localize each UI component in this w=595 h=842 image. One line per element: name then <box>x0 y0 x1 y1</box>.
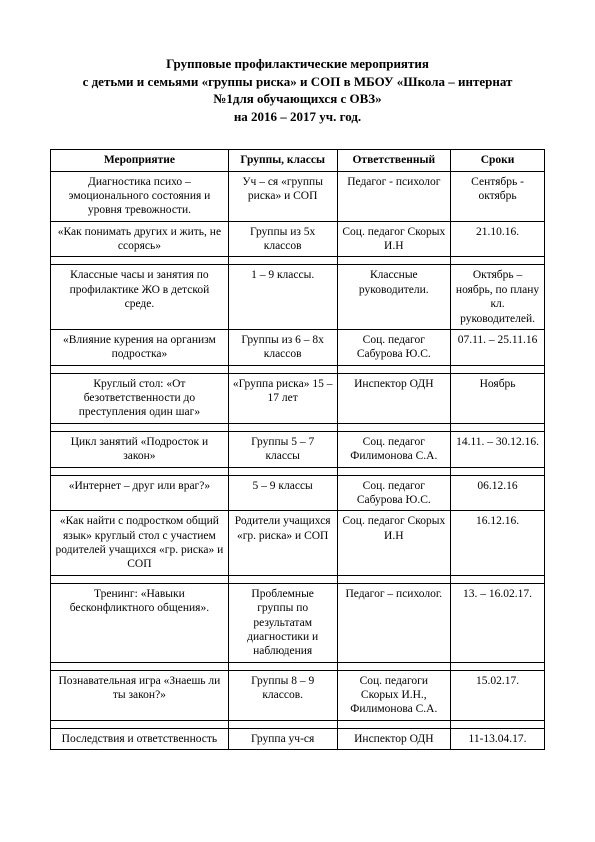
cell-date: 21.10.16. <box>451 221 545 257</box>
spacer-row <box>51 423 545 431</box>
cell-resp: Педагог - психолог <box>337 171 451 221</box>
cell-date: 14.11. – 30.12.16. <box>451 431 545 467</box>
cell-group: Уч – ся «группы риска» и СОП <box>228 171 337 221</box>
cell-date: 15.02.17. <box>451 670 545 720</box>
table-row: Диагностика психо – эмоционального состо… <box>51 171 545 221</box>
table-row: Тренинг: «Навыки бесконфликтного общения… <box>51 583 545 662</box>
cell-resp: Педагог – психолог. <box>337 583 451 662</box>
cell-resp: Соц. педагог Скорых И.Н <box>337 221 451 257</box>
cell-resp: Классные руководители. <box>337 265 451 330</box>
table-row: Цикл занятий «Подросток и закон»Группы 5… <box>51 431 545 467</box>
cell-group: Родители учащихся «гр. риска» и СОП <box>228 511 337 576</box>
cell-date: 13. – 16.02.17. <box>451 583 545 662</box>
cell-group: 1 – 9 классы. <box>228 265 337 330</box>
cell-resp: Инспектор ОДН <box>337 373 451 423</box>
cell-event: «Интернет – друг или враг?» <box>51 475 229 511</box>
col-header-responsible: Ответственный <box>337 150 451 171</box>
cell-event: Познавательная игра «Знаешь ли ты закон?… <box>51 670 229 720</box>
cell-group: 5 – 9 классы <box>228 475 337 511</box>
cell-event: «Как понимать других и жить, не ссорясь» <box>51 221 229 257</box>
cell-event: Последствия и ответственность <box>51 728 229 749</box>
cell-date: 07.11. – 25.11.16 <box>451 329 545 365</box>
table-header-row: Мероприятие Группы, классы Ответственный… <box>51 150 545 171</box>
spacer-row <box>51 257 545 265</box>
spacer-row <box>51 662 545 670</box>
title-line-4: на 2016 – 2017 уч. год. <box>50 108 545 126</box>
document-title: Групповые профилактические мероприятия с… <box>50 55 545 125</box>
cell-resp: Соц. педагог Скорых И.Н <box>337 511 451 576</box>
cell-date: Ноябрь <box>451 373 545 423</box>
cell-event: Классные часы и занятия по профилактике … <box>51 265 229 330</box>
spacer-row <box>51 365 545 373</box>
cell-date: 06.12.16 <box>451 475 545 511</box>
table-row: «Как понимать других и жить, не ссорясь»… <box>51 221 545 257</box>
title-line-1: Групповые профилактические мероприятия <box>50 55 545 73</box>
cell-event: Цикл занятий «Подросток и закон» <box>51 431 229 467</box>
cell-event: «Влияние курения на организм подростка» <box>51 329 229 365</box>
table-row: «Влияние курения на организм подростка»Г… <box>51 329 545 365</box>
cell-group: Группы из 6 – 8х классов <box>228 329 337 365</box>
cell-event: Круглый стол: «От безответственности до … <box>51 373 229 423</box>
cell-resp: Соц. педагог Сабурова Ю.С. <box>337 329 451 365</box>
cell-event: «Как найти с подростком общий язык» круг… <box>51 511 229 576</box>
col-header-event: Мероприятие <box>51 150 229 171</box>
cell-event: Диагностика психо – эмоционального состо… <box>51 171 229 221</box>
title-line-3: №1для обучающихся с ОВЗ» <box>50 90 545 108</box>
cell-date: 16.12.16. <box>451 511 545 576</box>
table-row: Познавательная игра «Знаешь ли ты закон?… <box>51 670 545 720</box>
title-line-2: с детьми и семьями «группы риска» и СОП … <box>50 73 545 91</box>
cell-resp: Инспектор ОДН <box>337 728 451 749</box>
cell-date: 11-13.04.17. <box>451 728 545 749</box>
spacer-row <box>51 575 545 583</box>
spacer-row <box>51 467 545 475</box>
events-table: Мероприятие Группы, классы Ответственный… <box>50 149 545 750</box>
cell-group: Проблемные группы по результатам диагнос… <box>228 583 337 662</box>
cell-date: Сентябрь - октябрь <box>451 171 545 221</box>
cell-group: «Группа риска» 15 – 17 лет <box>228 373 337 423</box>
cell-group: Группа уч-ся <box>228 728 337 749</box>
cell-resp: Соц. педагог Сабурова Ю.С. <box>337 475 451 511</box>
cell-date: Октябрь – ноябрь, по плану кл. руководит… <box>451 265 545 330</box>
col-header-date: Сроки <box>451 150 545 171</box>
col-header-group: Группы, классы <box>228 150 337 171</box>
table-row: «Интернет – друг или враг?»5 – 9 классыС… <box>51 475 545 511</box>
cell-group: Группы 8 – 9 классов. <box>228 670 337 720</box>
cell-resp: Соц. педагоги Скорых И.Н., Филимонова С.… <box>337 670 451 720</box>
spacer-row <box>51 720 545 728</box>
cell-resp: Соц. педагог Филимонова С.А. <box>337 431 451 467</box>
cell-group: Группы 5 – 7 классы <box>228 431 337 467</box>
table-row: Последствия и ответственностьГруппа уч-с… <box>51 728 545 749</box>
table-row: Классные часы и занятия по профилактике … <box>51 265 545 330</box>
cell-event: Тренинг: «Навыки бесконфликтного общения… <box>51 583 229 662</box>
cell-group: Группы из 5х классов <box>228 221 337 257</box>
table-row: Круглый стол: «От безответственности до … <box>51 373 545 423</box>
table-row: «Как найти с подростком общий язык» круг… <box>51 511 545 576</box>
